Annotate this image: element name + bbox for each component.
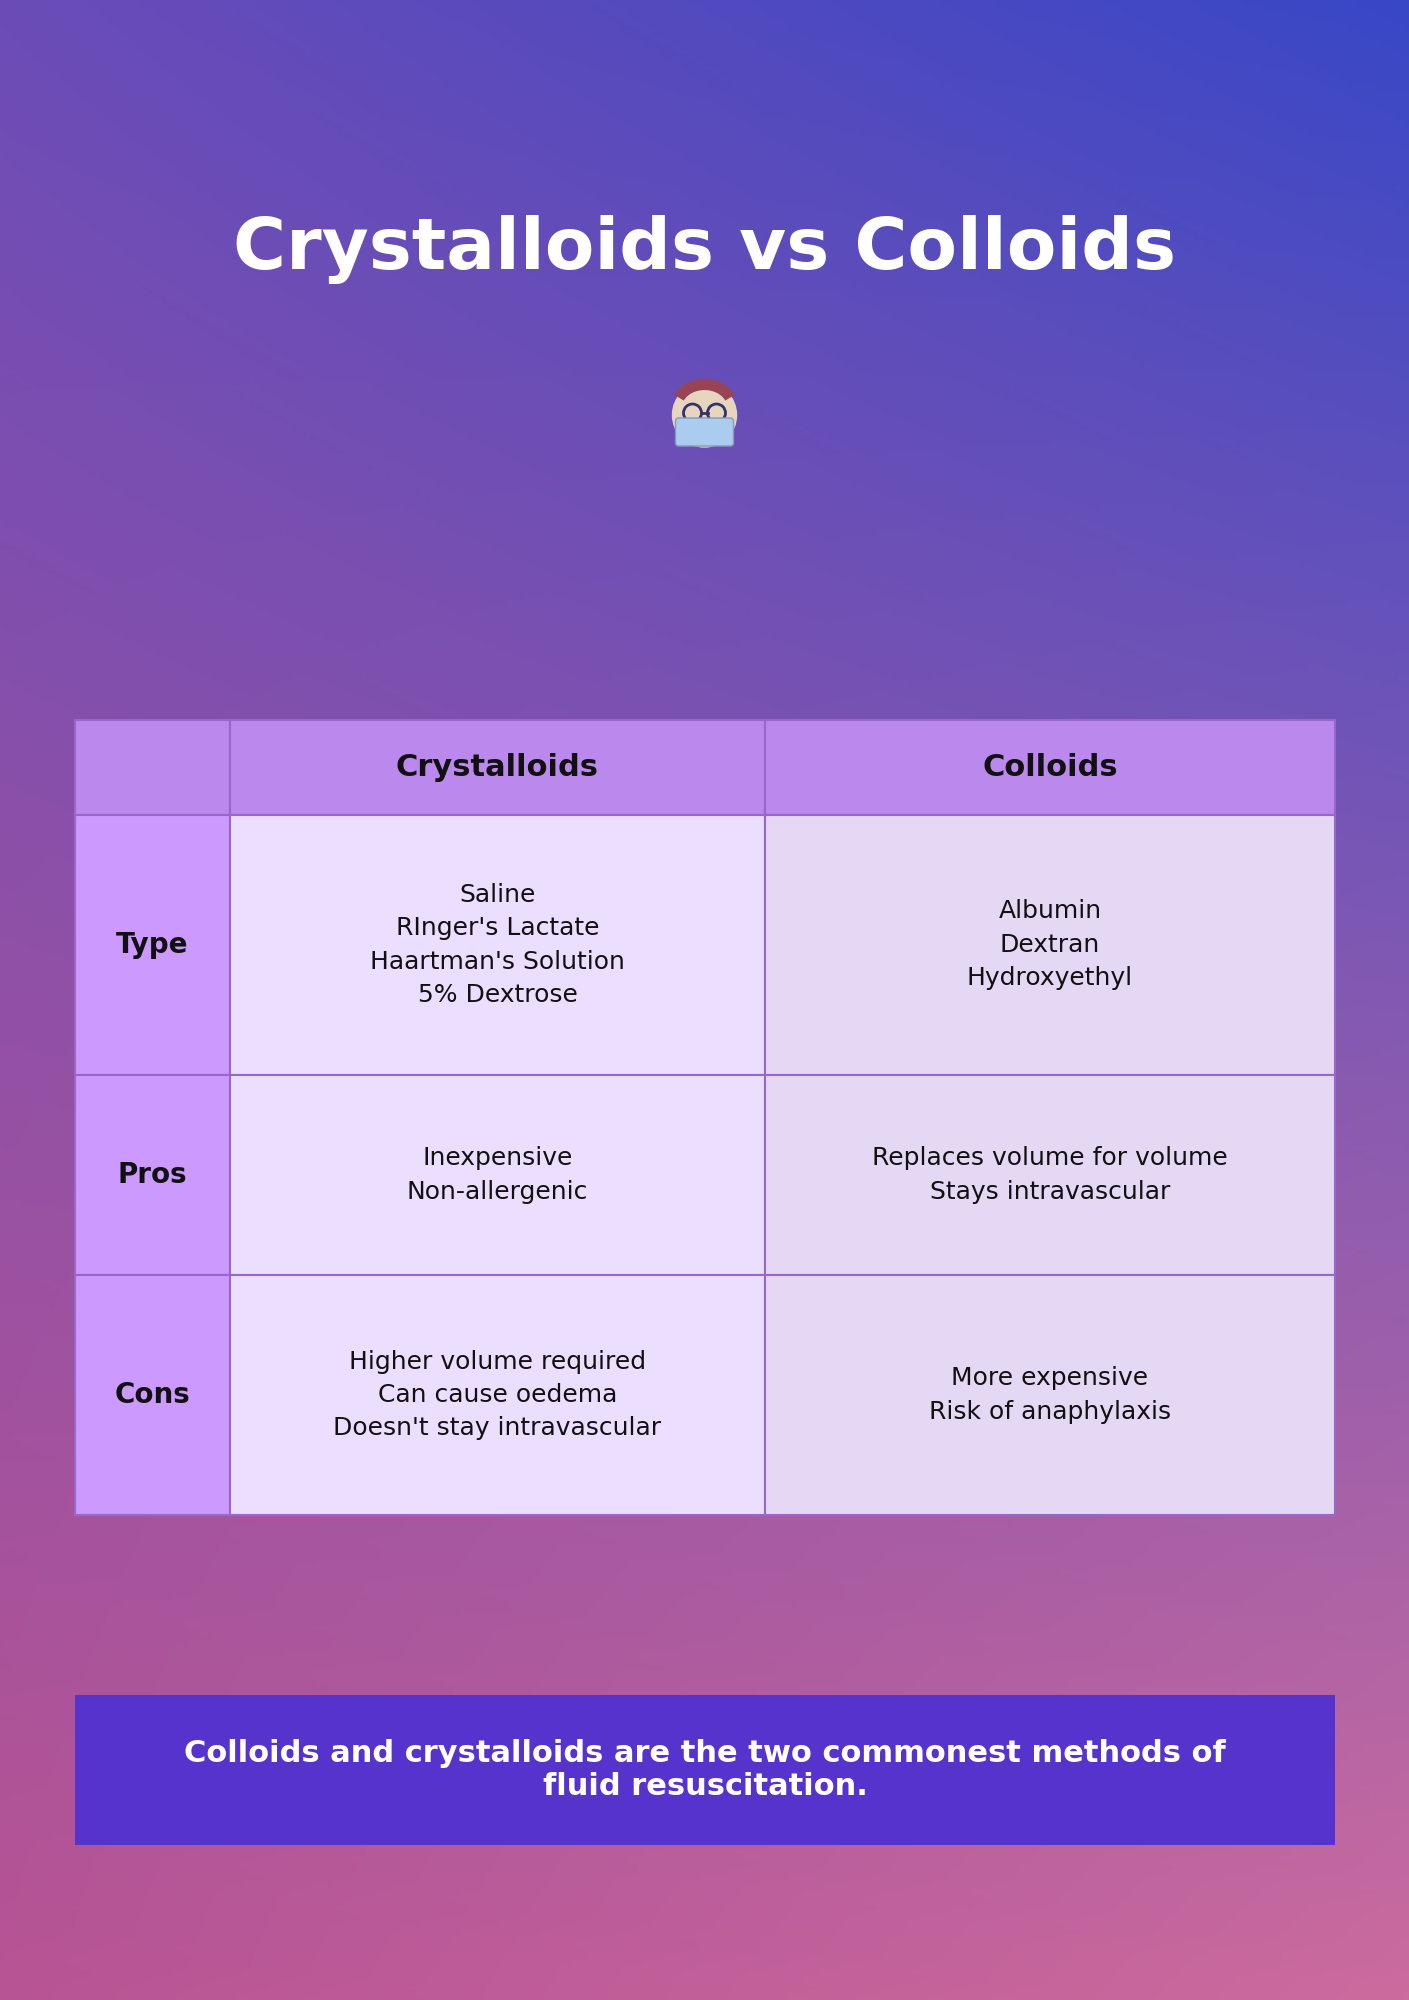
Text: Albumin
Dextran
Hydroxyethyl: Albumin Dextran Hydroxyethyl bbox=[967, 900, 1133, 990]
Text: Type: Type bbox=[117, 932, 189, 960]
FancyBboxPatch shape bbox=[675, 418, 734, 446]
Text: Higher volume required
Can cause oedema
Doesn't stay intravascular: Higher volume required Can cause oedema … bbox=[334, 1350, 662, 1440]
Bar bbox=[230, 814, 765, 1074]
Bar bbox=[765, 1276, 1334, 1516]
Text: Inexpensive
Non-allergenic: Inexpensive Non-allergenic bbox=[407, 1146, 588, 1204]
Text: Colloids and crystalloids are the two commonest methods of
fluid resuscitation.: Colloids and crystalloids are the two co… bbox=[185, 1738, 1226, 1802]
Bar bbox=[230, 1276, 765, 1516]
Text: Crystalloids vs Colloids: Crystalloids vs Colloids bbox=[232, 216, 1177, 284]
Text: Cons: Cons bbox=[114, 1380, 190, 1408]
Circle shape bbox=[672, 384, 737, 448]
Bar bbox=[765, 814, 1334, 1074]
Bar bbox=[75, 1074, 230, 1276]
Bar bbox=[765, 1074, 1334, 1276]
Bar bbox=[765, 720, 1334, 814]
Bar bbox=[230, 720, 765, 814]
Bar bbox=[230, 1074, 765, 1276]
Text: Pros: Pros bbox=[118, 1160, 187, 1188]
Bar bbox=[75, 1276, 230, 1516]
Bar bbox=[75, 814, 230, 1074]
Text: More expensive
Risk of anaphylaxis: More expensive Risk of anaphylaxis bbox=[929, 1366, 1171, 1424]
Bar bbox=[75, 720, 230, 814]
Text: Replaces volume for volume
Stays intravascular: Replaces volume for volume Stays intrava… bbox=[872, 1146, 1227, 1204]
Text: Saline
RInger's Lactate
Haartman's Solution
5% Dextrose: Saline RInger's Lactate Haartman's Solut… bbox=[371, 882, 626, 1008]
Bar bbox=[75, 1696, 1334, 1844]
Text: Colloids: Colloids bbox=[982, 752, 1117, 782]
Text: Crystalloids: Crystalloids bbox=[396, 752, 599, 782]
